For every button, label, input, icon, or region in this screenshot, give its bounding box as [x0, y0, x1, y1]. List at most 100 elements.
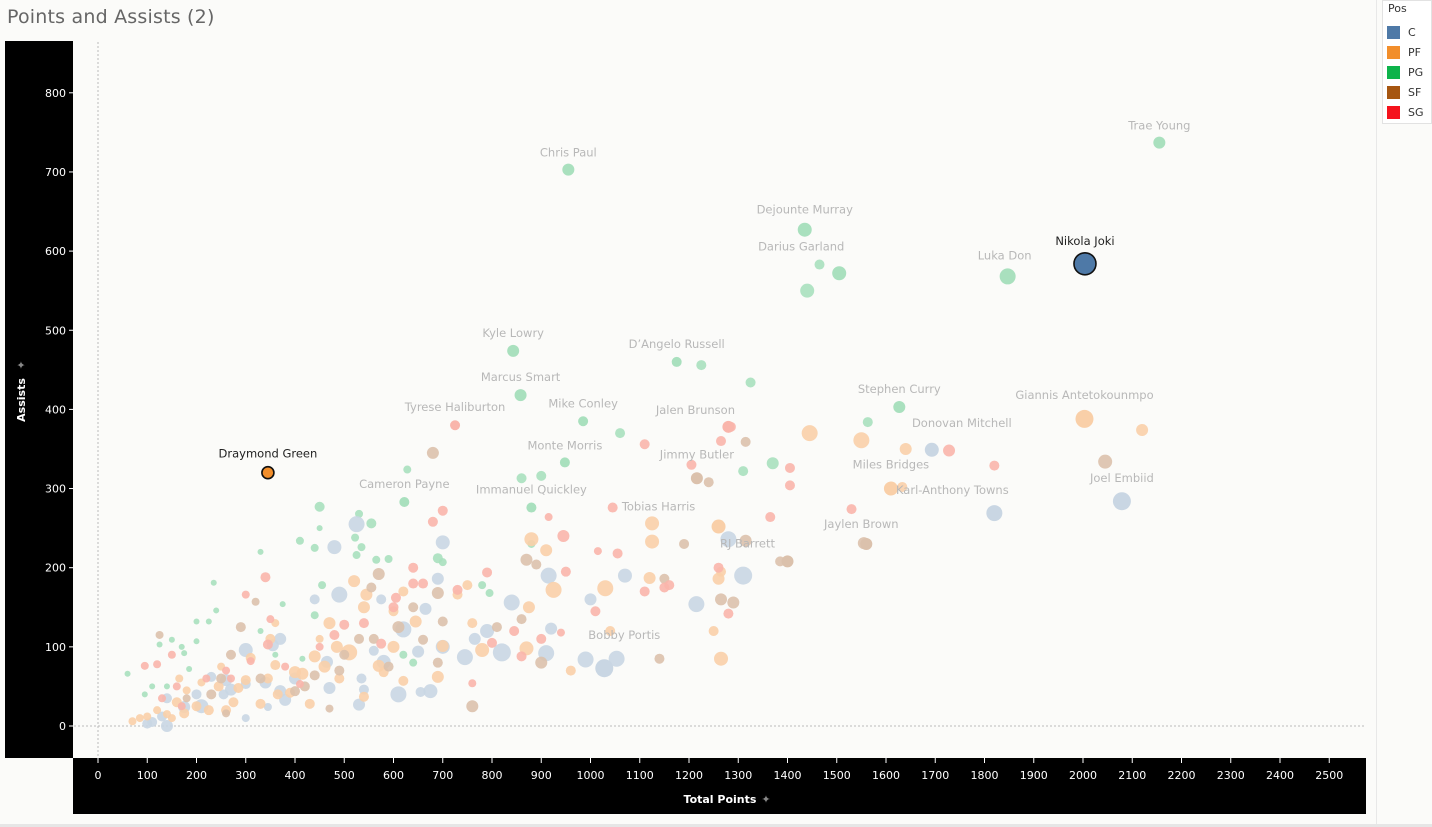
data-point[interactable] — [584, 593, 597, 606]
data-point[interactable] — [177, 702, 186, 711]
data-point[interactable] — [329, 629, 340, 640]
data-point[interactable] — [516, 651, 527, 662]
data-point[interactable] — [167, 650, 176, 659]
data-point[interactable] — [686, 459, 697, 470]
data-point[interactable] — [418, 578, 429, 589]
data-point[interactable] — [503, 594, 520, 611]
data-point-jalen-brunson[interactable] — [722, 420, 735, 433]
data-point[interactable] — [516, 614, 527, 625]
data-point[interactable] — [323, 682, 336, 695]
data-point[interactable] — [654, 653, 665, 664]
data-point[interactable] — [158, 694, 167, 703]
data-point[interactable] — [696, 360, 707, 371]
data-point[interactable] — [565, 665, 576, 676]
data-point[interactable] — [540, 544, 553, 557]
data-point[interactable] — [403, 465, 412, 474]
data-point[interactable] — [141, 691, 148, 698]
data-point[interactable] — [485, 589, 494, 598]
data-point[interactable] — [358, 684, 369, 695]
data-point[interactable] — [281, 662, 290, 671]
data-point[interactable] — [467, 618, 478, 629]
data-point[interactable] — [438, 558, 447, 567]
data-point[interactable] — [251, 597, 260, 606]
data-point[interactable] — [240, 675, 251, 686]
data-point[interactable] — [846, 504, 857, 515]
data-point[interactable] — [723, 608, 734, 619]
data-point[interactable] — [262, 639, 273, 650]
data-point[interactable] — [522, 601, 535, 614]
data-point[interactable] — [257, 628, 264, 635]
data-point[interactable] — [482, 567, 493, 578]
data-point[interactable] — [366, 582, 377, 593]
data-point[interactable] — [456, 649, 473, 666]
data-point[interactable] — [480, 624, 495, 639]
data-point[interactable] — [784, 462, 795, 473]
data-point[interactable] — [191, 689, 202, 700]
data-point[interactable] — [897, 481, 908, 492]
data-point[interactable] — [615, 428, 626, 439]
data-point[interactable] — [608, 650, 625, 667]
data-point[interactable] — [372, 568, 385, 581]
data-point[interactable] — [392, 621, 405, 634]
data-point[interactable] — [216, 673, 227, 684]
data-point[interactable] — [257, 548, 264, 555]
data-point-donovan-mitchell[interactable] — [924, 442, 939, 457]
data-point[interactable] — [225, 649, 236, 660]
data-point[interactable] — [387, 640, 400, 653]
data-point[interactable] — [193, 618, 200, 625]
data-point[interactable] — [218, 689, 229, 700]
data-point-tobias-harris[interactable] — [711, 519, 726, 534]
data-point[interactable] — [222, 709, 231, 718]
scatter-plot[interactable]: 0 100 200 300 400 500 600 700 800 0 100 200 300 400 5… — [0, 0, 1380, 827]
data-point-immanuel-quickley[interactable] — [526, 502, 537, 513]
legend-item-pg[interactable]: PG — [1387, 65, 1431, 81]
data-point[interactable] — [814, 259, 825, 270]
data-point-chris-paul[interactable] — [562, 163, 575, 176]
data-point[interactable] — [124, 670, 131, 677]
data-point[interactable] — [408, 578, 419, 589]
data-point[interactable] — [765, 512, 776, 523]
data-point[interactable] — [431, 587, 444, 600]
data-point[interactable] — [545, 581, 562, 598]
data-point[interactable] — [384, 554, 393, 563]
data-point-luka-don[interactable] — [999, 268, 1016, 285]
data-point[interactable] — [357, 601, 370, 614]
data-point[interactable] — [745, 377, 756, 388]
data-point-darius-garland[interactable] — [832, 266, 847, 281]
data-point[interactable] — [639, 439, 650, 450]
data-point[interactable] — [408, 562, 419, 573]
data-point[interactable] — [309, 670, 320, 681]
data-point[interactable] — [535, 656, 548, 669]
data-point[interactable] — [270, 660, 281, 671]
data-point[interactable] — [645, 516, 660, 531]
data-point[interactable] — [943, 444, 956, 457]
data-point[interactable] — [431, 670, 444, 683]
data-point[interactable] — [241, 590, 250, 599]
data-point[interactable] — [862, 417, 873, 428]
data-point[interactable] — [160, 720, 173, 732]
data-point[interactable] — [181, 650, 188, 657]
legend-item-sg[interactable]: SG — [1387, 105, 1431, 121]
data-point[interactable] — [235, 622, 246, 633]
data-point[interactable] — [255, 673, 266, 684]
data-point[interactable] — [597, 580, 614, 597]
data-point[interactable] — [766, 457, 779, 470]
data-point[interactable] — [801, 425, 818, 442]
data-point[interactable] — [366, 518, 377, 529]
data-point[interactable] — [262, 673, 273, 684]
data-point[interactable] — [436, 640, 449, 653]
data-point[interactable] — [325, 704, 334, 713]
data-point[interactable] — [468, 632, 481, 645]
data-point[interactable] — [540, 567, 557, 584]
data-point[interactable] — [607, 502, 618, 513]
data-point[interactable] — [255, 698, 266, 709]
data-point[interactable] — [536, 470, 547, 481]
data-point[interactable] — [355, 509, 364, 518]
data-point[interactable] — [617, 568, 632, 583]
data-point[interactable] — [679, 538, 690, 549]
data-point[interactable] — [155, 630, 164, 639]
data-point[interactable] — [560, 566, 571, 577]
data-point[interactable] — [409, 658, 418, 667]
data-point[interactable] — [266, 615, 275, 624]
data-point[interactable] — [708, 626, 719, 637]
